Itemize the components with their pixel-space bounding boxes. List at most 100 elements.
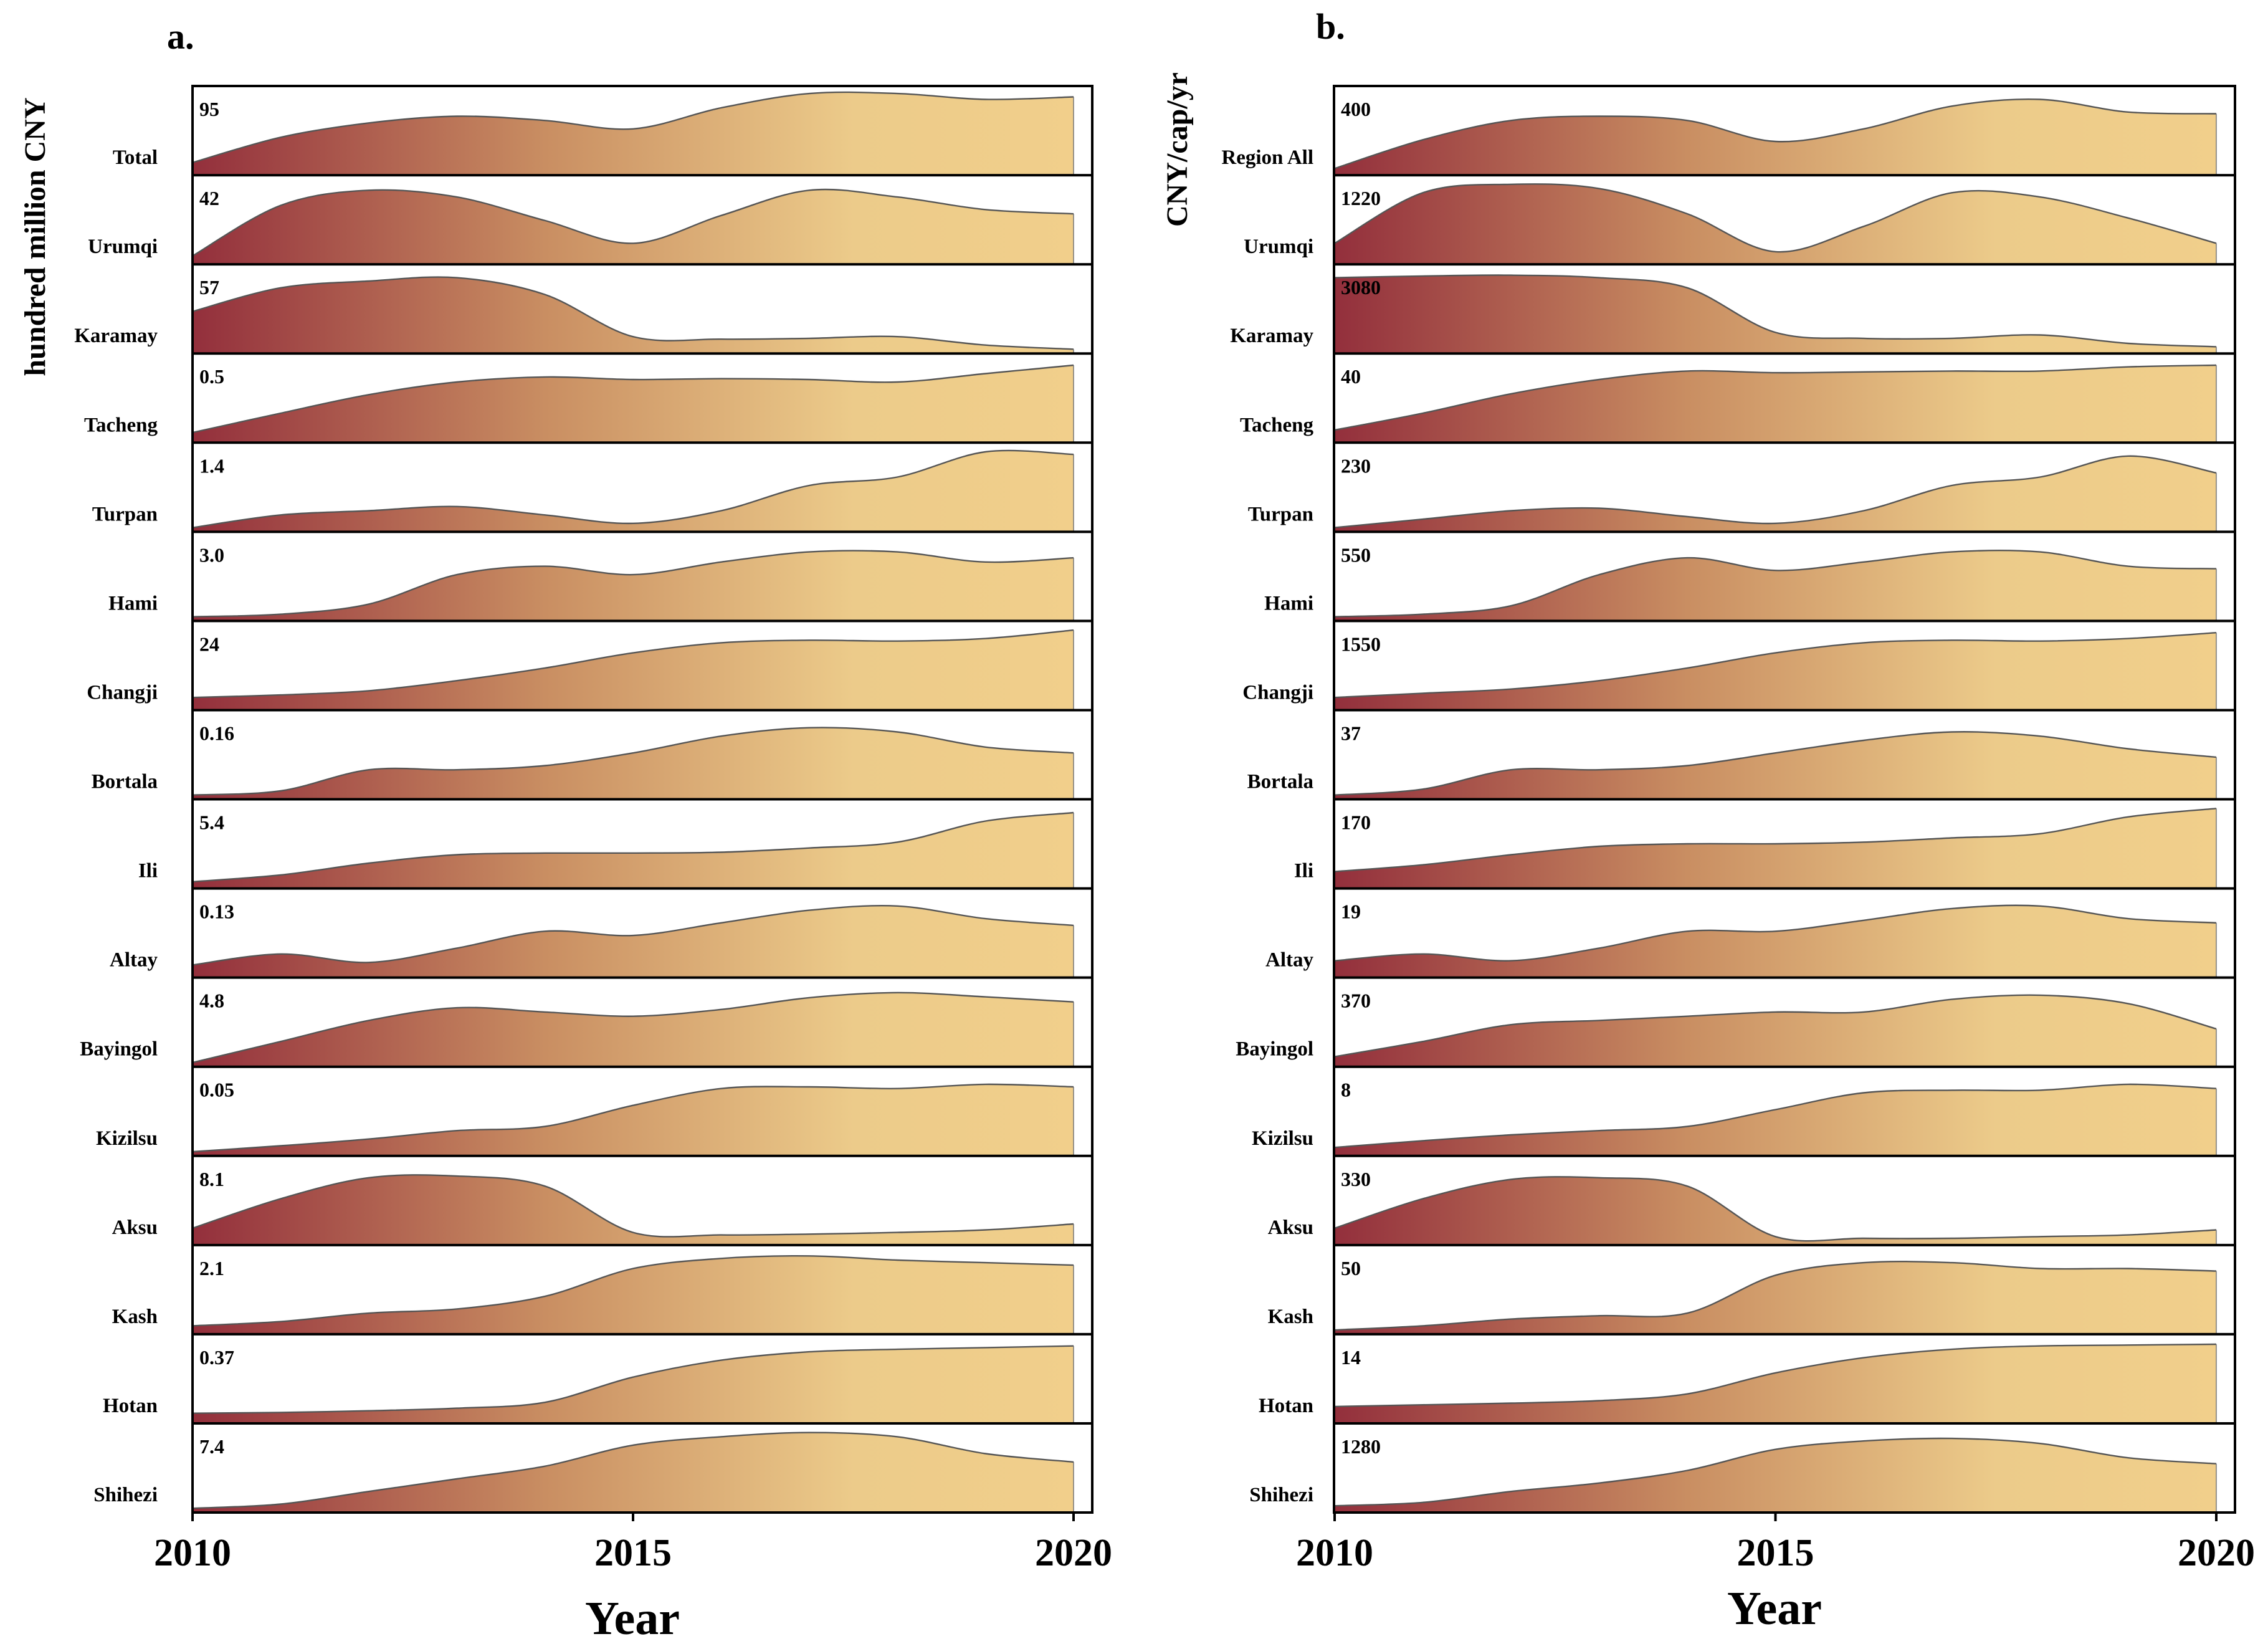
series-line-b-10 xyxy=(1334,904,2217,962)
series-line-a-4 xyxy=(192,364,1074,434)
region-label-b-4: Tacheng xyxy=(1240,414,1313,436)
x-tick-label-a-2: 2015 xyxy=(594,1532,672,1574)
series-line-a-5 xyxy=(192,449,1074,528)
panel-b-label: b. xyxy=(1316,6,1345,47)
panel-b-xlabel: Year xyxy=(1727,1582,1822,1635)
region-label-a-6: Hami xyxy=(108,592,158,614)
series-line-a-13 xyxy=(192,1174,1074,1238)
panel-a-label: a. xyxy=(167,16,194,57)
max-label-a-13: 8.1 xyxy=(199,1168,224,1190)
max-label-a-10: 0.13 xyxy=(199,901,234,923)
area-b-3 xyxy=(1335,275,2216,354)
region-label-a-4: Tacheng xyxy=(84,414,158,436)
max-label-a-9: 5.4 xyxy=(199,811,224,834)
series-line-b-3 xyxy=(1334,274,2217,348)
max-label-b-15: 14 xyxy=(1341,1346,1361,1369)
series-line-a-10 xyxy=(192,905,1074,966)
max-label-b-2: 1220 xyxy=(1341,187,1381,209)
max-label-b-16: 1280 xyxy=(1341,1435,1381,1458)
region-label-a-3: Karamay xyxy=(74,325,158,347)
max-label-a-15: 0.37 xyxy=(199,1346,234,1369)
region-label-a-8: Bortala xyxy=(92,771,158,793)
region-label-b-16: Shihezi xyxy=(1249,1484,1313,1506)
max-label-a-1: 95 xyxy=(199,98,219,120)
series-line-b-4 xyxy=(1334,364,2217,431)
area-a-14 xyxy=(193,1256,1074,1334)
region-label-b-15: Hotan xyxy=(1259,1395,1313,1417)
area-a-12 xyxy=(193,1084,1074,1156)
series-line-b-11 xyxy=(1334,994,2217,1058)
region-label-a-13: Aksu xyxy=(112,1216,158,1239)
region-label-b-12: Kizilsu xyxy=(1252,1127,1313,1150)
region-label-a-11: Bayingol xyxy=(80,1038,158,1061)
region-label-b-14: Kash xyxy=(1268,1306,1313,1328)
series-line-b-5 xyxy=(1334,455,2217,528)
panel-a-plot: 95 Total 42 Urumqi 57 Karamay 0.5 Tacheng 1.4 Tur… xyxy=(74,91,1112,1574)
area-b-13 xyxy=(1335,1177,2216,1245)
max-label-b-11: 370 xyxy=(1341,990,1371,1012)
area-b-14 xyxy=(1335,1261,2216,1334)
max-label-b-3: 3080 xyxy=(1341,276,1381,299)
series-line-b-9 xyxy=(1334,808,2217,872)
panel-b-frame xyxy=(1333,85,2236,1514)
panel-b-plot: 400 Region All 1220 Urumqi 3080 Karamay 40 Tach… xyxy=(1221,98,2255,1574)
series-line-a-3 xyxy=(192,276,1074,350)
panel-a-frame xyxy=(191,85,1094,1514)
series-line-b-13 xyxy=(1334,1176,2217,1242)
series-line-a-16 xyxy=(192,1432,1074,1509)
series-line-b-6 xyxy=(1334,549,2217,618)
max-label-a-12: 0.05 xyxy=(199,1079,234,1101)
region-label-b-2: Urumqi xyxy=(1244,236,1313,258)
x-tick-label-b-2: 2015 xyxy=(1737,1532,1814,1574)
region-label-b-13: Aksu xyxy=(1268,1216,1313,1239)
region-label-b-8: Bortala xyxy=(1247,771,1313,793)
area-b-9 xyxy=(1335,808,2216,889)
area-a-8 xyxy=(193,727,1074,800)
series-line-a-15 xyxy=(192,1345,1074,1414)
series-line-a-2 xyxy=(192,188,1074,257)
area-a-3 xyxy=(193,277,1074,354)
max-label-b-13: 330 xyxy=(1341,1168,1371,1190)
series-line-a-7 xyxy=(192,629,1074,699)
max-label-b-7: 1550 xyxy=(1341,633,1381,655)
max-label-a-11: 4.8 xyxy=(199,990,224,1012)
area-a-7 xyxy=(193,630,1074,710)
area-b-8 xyxy=(1335,732,2216,800)
max-label-a-14: 2.1 xyxy=(199,1257,224,1279)
area-b-7 xyxy=(1335,633,2216,710)
max-label-b-14: 50 xyxy=(1341,1257,1361,1279)
series-line-b-2 xyxy=(1334,183,2217,253)
series-line-a-8 xyxy=(192,727,1074,796)
region-label-a-1: Total xyxy=(113,146,158,169)
max-label-a-8: 0.16 xyxy=(199,722,234,744)
area-a-5 xyxy=(193,450,1074,532)
area-a-1 xyxy=(193,92,1074,176)
max-label-a-3: 57 xyxy=(199,276,219,299)
series-line-b-12 xyxy=(1334,1083,2217,1149)
region-label-a-16: Shihezi xyxy=(93,1484,158,1506)
max-label-b-9: 170 xyxy=(1341,811,1371,834)
area-a-11 xyxy=(193,992,1074,1067)
series-line-b-8 xyxy=(1334,731,2217,796)
area-a-9 xyxy=(193,813,1074,889)
series-line-b-1 xyxy=(1334,98,2217,170)
region-label-a-14: Kash xyxy=(112,1306,158,1328)
region-label-a-10: Altay xyxy=(110,949,158,972)
series-line-b-15 xyxy=(1334,1343,2217,1408)
area-a-13 xyxy=(193,1175,1074,1245)
max-label-a-5: 1.4 xyxy=(199,454,224,477)
region-label-b-7: Changji xyxy=(1242,681,1313,704)
max-label-a-2: 42 xyxy=(199,187,219,209)
area-b-6 xyxy=(1335,550,2216,621)
area-b-4 xyxy=(1335,365,2216,443)
region-label-b-5: Turpan xyxy=(1248,503,1313,525)
series-line-a-14 xyxy=(192,1255,1074,1327)
area-b-5 xyxy=(1335,456,2216,532)
region-label-a-7: Changji xyxy=(87,681,158,704)
series-line-b-16 xyxy=(1334,1437,2217,1507)
max-label-b-6: 550 xyxy=(1341,543,1371,566)
region-label-b-1: Region All xyxy=(1221,146,1313,169)
panel-a-xlabel: Year xyxy=(585,1592,680,1645)
area-a-6 xyxy=(193,550,1074,621)
max-label-a-6: 3.0 xyxy=(199,543,224,566)
